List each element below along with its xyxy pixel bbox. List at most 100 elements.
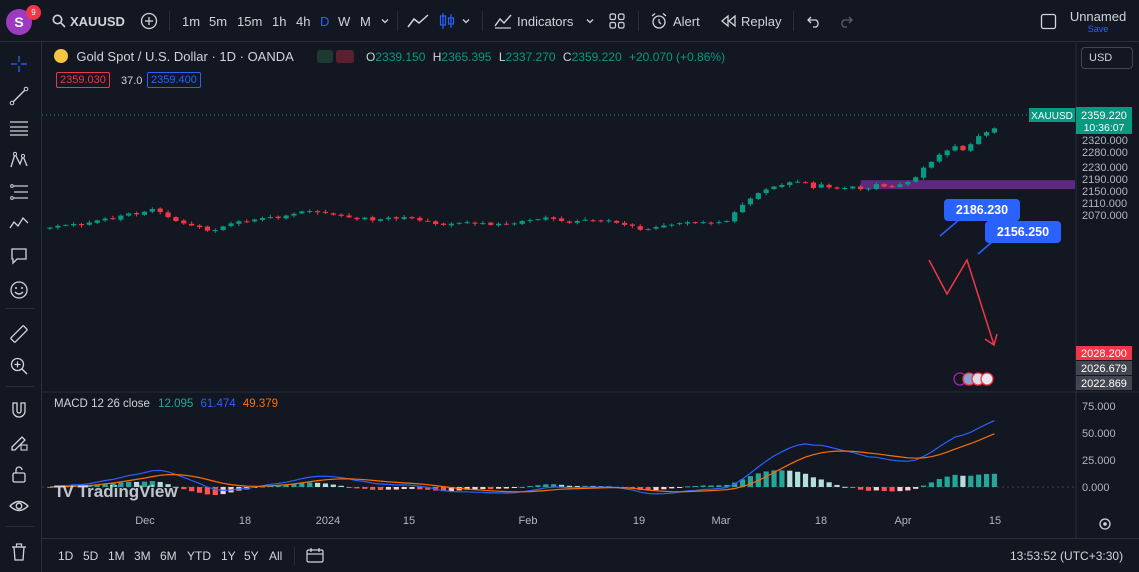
macd-histogram-bar [377, 487, 384, 490]
candle-body [637, 226, 643, 230]
macd-histogram-bar [181, 487, 187, 490]
visibility-tool[interactable] [7, 494, 31, 518]
macd-histogram-bar [700, 485, 706, 487]
pattern-tool[interactable] [7, 148, 31, 172]
replay-button[interactable]: Replay [720, 0, 781, 42]
economic-events-markers[interactable] [953, 372, 994, 386]
buy-price-button[interactable]: 2359.400 [147, 72, 201, 88]
time-axis-label: 19 [633, 515, 645, 527]
spread-value: 37.0 [121, 75, 143, 87]
macd-histogram-bar [102, 483, 108, 487]
range-6m[interactable]: 6M [160, 549, 177, 563]
indicators-button[interactable]: Indicators [494, 0, 573, 42]
layout-toggle[interactable] [1040, 0, 1057, 42]
interval-1mo[interactable]: M [360, 0, 371, 42]
price-axis-label: 2280.000 [1082, 147, 1128, 159]
legend-dot-button[interactable] [317, 50, 333, 63]
drawing-toolbar [0, 42, 42, 572]
range-5y[interactable]: 5Y [244, 549, 259, 563]
interval-4h[interactable]: 4h [296, 0, 310, 42]
candle-body [897, 184, 903, 187]
range-1d[interactable]: 1D [58, 549, 74, 563]
macd-histogram-bar [133, 481, 140, 487]
range-ytd[interactable]: YTD [187, 549, 211, 563]
candle-body [708, 222, 714, 224]
drawing-mode-tool[interactable] [7, 430, 31, 454]
alert-button[interactable]: Alert [650, 0, 700, 42]
candle-body [551, 217, 557, 219]
chart-type-dropdown[interactable] [461, 0, 471, 42]
candle-body [362, 217, 368, 220]
zoom-tool[interactable] [7, 354, 31, 378]
candle-body [952, 146, 958, 151]
macd-histogram-bar [677, 487, 683, 488]
macd-histogram-bar [110, 483, 116, 487]
candle-body [181, 220, 187, 224]
line-chart-type-button[interactable] [407, 0, 429, 42]
indicators-dropdown[interactable] [585, 0, 595, 42]
candle-chart-type-button[interactable] [438, 0, 456, 42]
chart-settings-gear-icon[interactable] [1099, 518, 1111, 530]
symbol-search[interactable]: XAUUSD [52, 0, 125, 42]
range-all[interactable]: All [269, 549, 283, 563]
macd-histogram-bar [196, 487, 203, 493]
candle-body [448, 223, 454, 226]
clock-timezone[interactable]: 13:53:52 (UTC+3:30) [1010, 549, 1124, 563]
callout-label-1[interactable] [944, 199, 1020, 221]
candle-body [503, 223, 510, 225]
range-1m[interactable]: 1M [108, 549, 125, 563]
layout-name-button[interactable]: Unnamed Save [1068, 10, 1128, 35]
undo-button[interactable] [806, 0, 822, 42]
sell-price-button[interactable]: 2359.030 [56, 72, 110, 88]
interval-5m[interactable]: 5m [209, 0, 227, 42]
candle-body [944, 150, 950, 156]
macd-histogram-bar [795, 471, 801, 487]
macd-histogram-bar [519, 486, 525, 488]
candle-body [370, 217, 376, 221]
price-axis-label: 2150.000 [1082, 186, 1128, 198]
trend-line-tool[interactable] [7, 84, 31, 108]
price-tag-gray-1-text: 2026.679 [1081, 363, 1127, 375]
macd-line [49, 420, 995, 495]
interval-1w[interactable]: W [338, 0, 350, 42]
interval-15m[interactable]: 15m [237, 0, 262, 42]
candle-body [936, 154, 942, 162]
emoji-tool[interactable] [7, 278, 31, 302]
projection-path[interactable] [928, 258, 995, 346]
interval-1d[interactable]: D [320, 0, 329, 42]
templates-button[interactable] [608, 0, 626, 42]
lock-tool[interactable] [7, 462, 31, 486]
legend-menu-button[interactable] [336, 50, 354, 63]
measure-tool[interactable] [7, 322, 31, 346]
support-zone [860, 180, 1075, 190]
macd-histogram-bar [653, 487, 659, 491]
undo-icon [807, 16, 819, 28]
candle-body [212, 230, 218, 232]
goto-date-button[interactable] [306, 547, 324, 566]
interval-label: 15m [237, 13, 263, 29]
range-3m[interactable]: 3M [134, 549, 151, 563]
interval-dropdown[interactable] [380, 0, 390, 42]
range-5d[interactable]: 5D [83, 549, 99, 563]
crosshair-tool[interactable] [7, 52, 31, 76]
macd-histogram-bar [724, 484, 730, 487]
interval-1h[interactable]: 1h [272, 0, 286, 42]
currency-select[interactable]: USD [1081, 47, 1133, 69]
interval-1m[interactable]: 1m [182, 0, 200, 42]
candle-body [267, 217, 273, 219]
range-1y[interactable]: 1Y [221, 549, 236, 563]
interval-label: W [338, 13, 351, 29]
compare-button[interactable] [140, 0, 158, 42]
candle-body [417, 217, 423, 221]
horizontal-lines-tool[interactable] [7, 116, 31, 140]
candle-body [669, 224, 675, 226]
callout-label-2[interactable] [985, 221, 1061, 243]
redo-button[interactable] [838, 0, 854, 42]
candle-body [732, 212, 738, 222]
fib-tool[interactable] [7, 180, 31, 204]
magnet-tool[interactable] [7, 398, 31, 422]
annotation-tool[interactable] [7, 244, 31, 268]
delete-tool[interactable] [7, 540, 31, 564]
forecast-tool[interactable] [7, 212, 31, 236]
